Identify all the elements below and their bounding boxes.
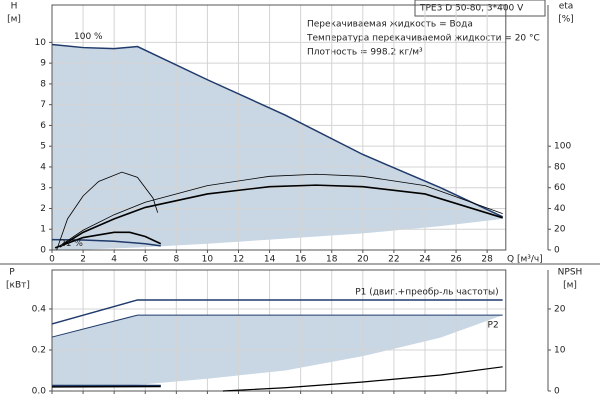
x-tick-label: 12 — [233, 255, 244, 265]
operating-area — [52, 44, 503, 250]
curve — [56, 171, 159, 251]
curve-label: P2 — [488, 321, 499, 331]
y2-tick-label: 80 — [554, 162, 566, 172]
y2-unit: [м] — [563, 281, 577, 291]
x-tick-label: 10 — [202, 255, 214, 265]
x-tick-label: 20 — [357, 255, 369, 265]
y2-tick-label: 10 — [554, 345, 566, 355]
y-tick-label: 2 — [40, 204, 46, 214]
curve — [59, 184, 503, 248]
y2-tick-label: 20 — [554, 304, 566, 314]
curve — [51, 314, 503, 338]
chart-title: TPE3 D 50-80, 3*400 V — [419, 4, 524, 14]
y-tick-label: 4 — [40, 162, 46, 172]
x-tick-label: 4 — [111, 255, 117, 265]
note: Плотность = 998.2 кг/м³ — [307, 48, 423, 58]
x-tick-label: 6 — [142, 255, 148, 265]
curve — [54, 231, 162, 249]
x-tick-label: 14 — [264, 255, 276, 265]
curve — [51, 238, 161, 247]
curve-label: P1 (двиг.+преобр-ль частоты) — [355, 287, 499, 297]
curve — [59, 173, 503, 247]
y-tick-label: 0.2 — [32, 345, 46, 355]
x-tick-label: 16 — [295, 255, 307, 265]
curve — [51, 43, 504, 218]
x-label: Q [м³/ч] — [507, 255, 543, 265]
operating-area — [52, 315, 503, 387]
y2-unit: [%] — [558, 15, 574, 25]
y2-tick-label: 40 — [554, 204, 566, 214]
y-tick-label: 9 — [40, 59, 46, 69]
y2-tick-label: 0 — [554, 387, 560, 397]
y-tick-label: 6 — [40, 121, 46, 131]
y2-tick-label: 0 — [554, 246, 560, 256]
x-tick-label: 18 — [326, 255, 338, 265]
y-tick-label: 0.4 — [32, 304, 47, 314]
curve — [51, 299, 503, 325]
y-tick-label: 8 — [40, 79, 46, 89]
note: Температура перекачиваемой жидкости = 20… — [306, 34, 540, 44]
x-tick-label: 22 — [388, 255, 399, 265]
y-tick-label: 10 — [35, 38, 47, 48]
curve — [222, 366, 503, 392]
y2-label: NPSH — [558, 268, 583, 278]
plot-frame — [51, 4, 507, 251]
y-tick-label: 1 — [40, 225, 46, 235]
y2-tick-label: 20 — [554, 225, 566, 235]
y-tick-label: 7 — [40, 100, 46, 110]
curve-label: 100 % — [74, 32, 103, 42]
y-tick-label: 5 — [40, 142, 46, 152]
y-tick-label: 0.0 — [32, 387, 47, 397]
note: Перекачиваемая жидкость = Вода — [307, 20, 473, 30]
y-unit: [м] — [7, 15, 21, 25]
x-tick-label: 26 — [450, 255, 462, 265]
y2-tick-label: 100 — [554, 142, 571, 152]
y-label: P — [9, 268, 15, 278]
y2-label: eta — [559, 2, 574, 12]
y-unit: [кВт] — [6, 281, 30, 291]
plot-frame — [51, 269, 507, 392]
title-box — [414, 0, 546, 17]
x-tick-label: 28 — [481, 255, 493, 265]
x-tick-label: 2 — [80, 255, 86, 265]
y2-tick-label: 60 — [554, 183, 566, 193]
x-tick-label: 8 — [173, 255, 179, 265]
y-label: H — [11, 2, 18, 12]
curve-label: 21 % — [60, 239, 83, 249]
x-tick-label: 0 — [49, 255, 55, 265]
y-tick-label: 3 — [40, 183, 46, 193]
x-tick-label: 24 — [419, 255, 431, 265]
y-tick-label: 0 — [40, 246, 46, 256]
